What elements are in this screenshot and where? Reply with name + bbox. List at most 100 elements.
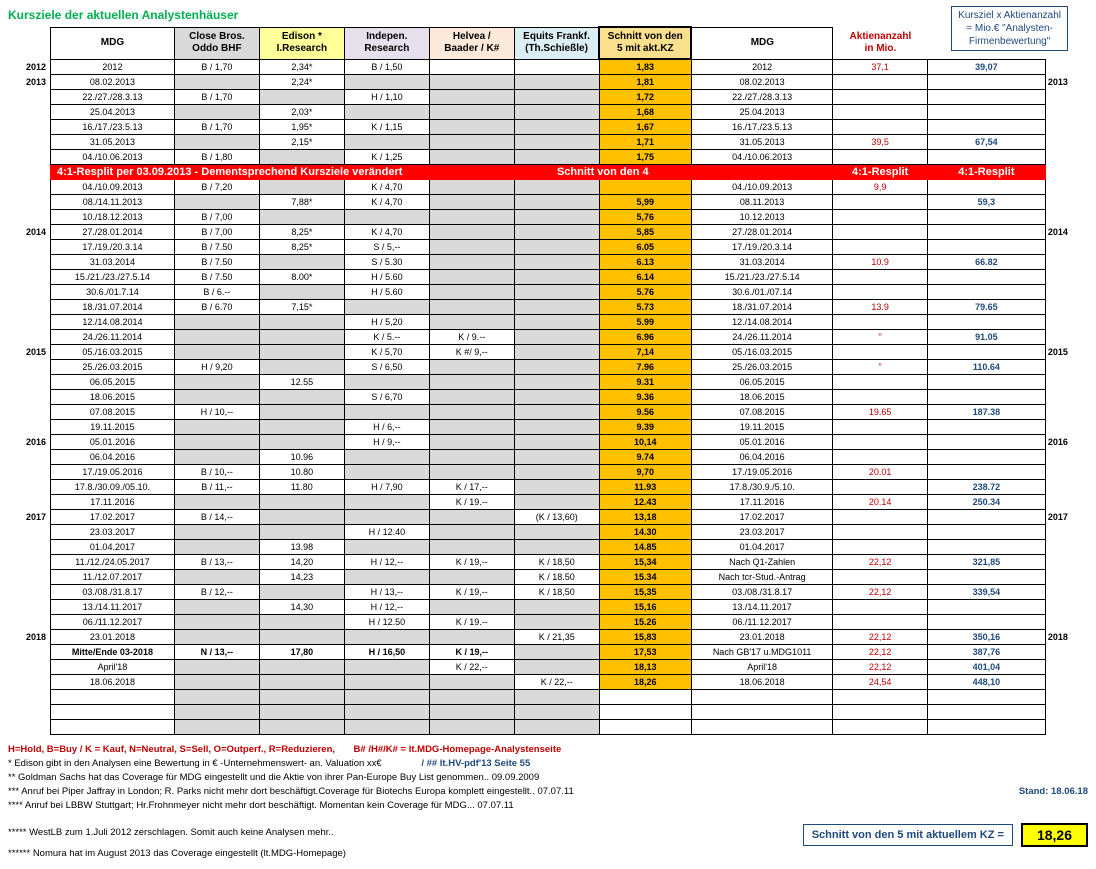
- year-left: [8, 105, 50, 120]
- resplit-note: 4:1-Resplit per 03.09.2013 - Dementsprec…: [50, 165, 514, 180]
- date-right-cell: Nach tcr-Stud.-Antrag: [691, 570, 833, 585]
- analyst-cell: [174, 345, 259, 360]
- year-right: [1045, 675, 1088, 690]
- shares-cell: [833, 450, 927, 465]
- year-left: [8, 120, 50, 135]
- analyst-cell: [514, 75, 599, 90]
- date-right-cell: 31.05.2013: [691, 135, 833, 150]
- avg-cell: 15,35: [599, 585, 691, 600]
- avg-cell: 15,16: [599, 600, 691, 615]
- year-right: 2017: [1045, 510, 1088, 525]
- year-right: [1045, 375, 1088, 390]
- analyst-cell: [514, 540, 599, 555]
- valuation-cell: 448,10: [927, 675, 1045, 690]
- valuation-cell: 238.72: [927, 480, 1045, 495]
- date-cell: 24./26.11.2014: [50, 330, 174, 345]
- date-right-cell: 18.06.2015: [691, 390, 833, 405]
- shares-cell: [833, 615, 927, 630]
- analyst-cell: K / 19,--: [429, 555, 514, 570]
- avg-cell: 11.93: [599, 480, 691, 495]
- shares-cell: 37,1: [833, 59, 927, 75]
- year-right: [1045, 540, 1088, 555]
- analyst-cell: B / 7,20: [174, 180, 259, 195]
- analyst-cell: [174, 675, 259, 690]
- year-right: [1045, 315, 1088, 330]
- date-right-cell: 17./19.05.2016: [691, 465, 833, 480]
- fn-westlb: ***** WestLB zum 1.Juli 2012 zerschlagen…: [8, 826, 334, 840]
- analyst-cell: [514, 195, 599, 210]
- year-right: [1045, 270, 1088, 285]
- kursziel-formula-box: Kursziel x Aktienanzahl = Mio.€ "Analyst…: [951, 6, 1068, 51]
- analyst-cell: [429, 240, 514, 255]
- analyst-cell: 2,34*: [259, 59, 344, 75]
- analyst-cell: [174, 600, 259, 615]
- hdr-mdg2: MDG: [691, 27, 833, 59]
- analyst-table: MDGClose Bros.Oddo BHFEdison *I.Research…: [8, 26, 1088, 735]
- date-cell: 17.11.2016: [50, 495, 174, 510]
- shares-cell: [833, 570, 927, 585]
- year-right: [1045, 360, 1088, 375]
- valuation-cell: [927, 525, 1045, 540]
- date-right-cell: 04./10.09.2013: [691, 180, 833, 195]
- valuation-cell: [927, 435, 1045, 450]
- fn-hv: / ## lt.HV-pdf'13 Seite 55: [421, 758, 530, 769]
- year-right: [1045, 240, 1088, 255]
- date-cell: 10./18.12.2013: [50, 210, 174, 225]
- stand-date: Stand: 18.06.18: [1019, 785, 1088, 799]
- valuation-cell: 67,54: [927, 135, 1045, 150]
- date-right-cell: 07.08.2015: [691, 405, 833, 420]
- analyst-cell: [174, 615, 259, 630]
- shares-cell: [833, 525, 927, 540]
- analyst-cell: [429, 300, 514, 315]
- avg-cell: 1,67: [599, 120, 691, 135]
- avg-cell: 9,70: [599, 465, 691, 480]
- analyst-cell: H / 13,--: [344, 585, 429, 600]
- analyst-cell: [344, 465, 429, 480]
- year-right: [1045, 720, 1088, 735]
- avg-cell: 9.36: [599, 390, 691, 405]
- analyst-cell: [514, 690, 599, 705]
- year-right: [1045, 690, 1088, 705]
- valuation-cell: [927, 615, 1045, 630]
- shares-cell: 22,12: [833, 660, 927, 675]
- valuation-cell: [927, 510, 1045, 525]
- analyst-cell: [259, 615, 344, 630]
- avg-cell: 5,99: [599, 195, 691, 210]
- shares-cell: 39,5: [833, 135, 927, 150]
- analyst-cell: [174, 375, 259, 390]
- analyst-cell: [514, 330, 599, 345]
- year-left: [8, 585, 50, 600]
- year-left: [8, 195, 50, 210]
- year-left: [8, 600, 50, 615]
- valuation-cell: 339,54: [927, 585, 1045, 600]
- date-right-cell: [691, 720, 833, 735]
- year-left: [8, 405, 50, 420]
- date-cell: 08./14.11.2013: [50, 195, 174, 210]
- analyst-cell: S / 6,70: [344, 390, 429, 405]
- analyst-cell: [429, 435, 514, 450]
- analyst-cell: H / 10,--: [174, 405, 259, 420]
- year-right: 2015: [1045, 345, 1088, 360]
- analyst-cell: [174, 690, 259, 705]
- avg-cell: 7.96: [599, 360, 691, 375]
- avg-cell: 15,83: [599, 630, 691, 645]
- avg-cell: 6.14: [599, 270, 691, 285]
- valuation-cell: 187.38: [927, 405, 1045, 420]
- date-right-cell: [691, 690, 833, 705]
- year-left: [8, 570, 50, 585]
- valuation-cell: [927, 270, 1045, 285]
- analyst-cell: [259, 390, 344, 405]
- year-right: 2018: [1045, 630, 1088, 645]
- valuation-cell: 250.34: [927, 495, 1045, 510]
- avg-cell: 14.30: [599, 525, 691, 540]
- year-left: 2013: [8, 75, 50, 90]
- analyst-cell: [259, 435, 344, 450]
- date-cell: 18.06.2018: [50, 675, 174, 690]
- date-cell: 03./08./31.8.17: [50, 585, 174, 600]
- avg-cell: 9.74: [599, 450, 691, 465]
- analyst-cell: [174, 570, 259, 585]
- shares-cell: [833, 510, 927, 525]
- year-right: [1045, 195, 1088, 210]
- analyst-cell: (K / 13,60): [514, 510, 599, 525]
- analyst-cell: [174, 330, 259, 345]
